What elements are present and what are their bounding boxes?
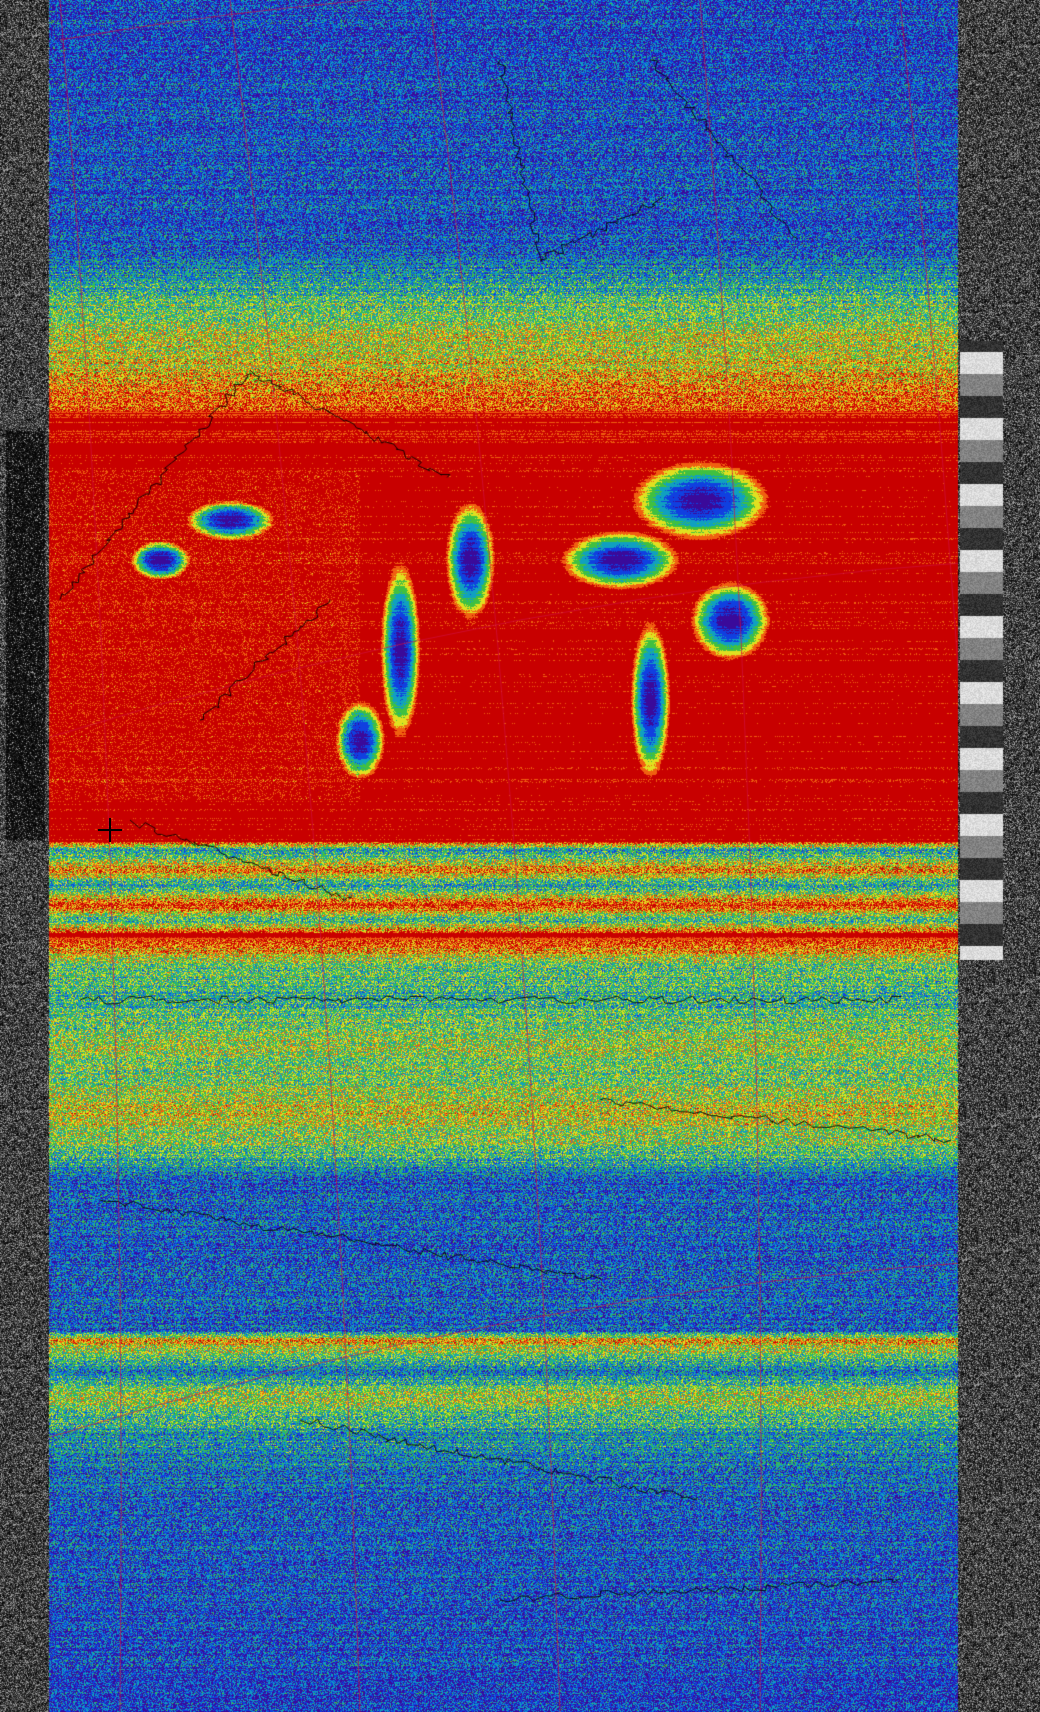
crosshair-marker-icon <box>98 818 122 842</box>
